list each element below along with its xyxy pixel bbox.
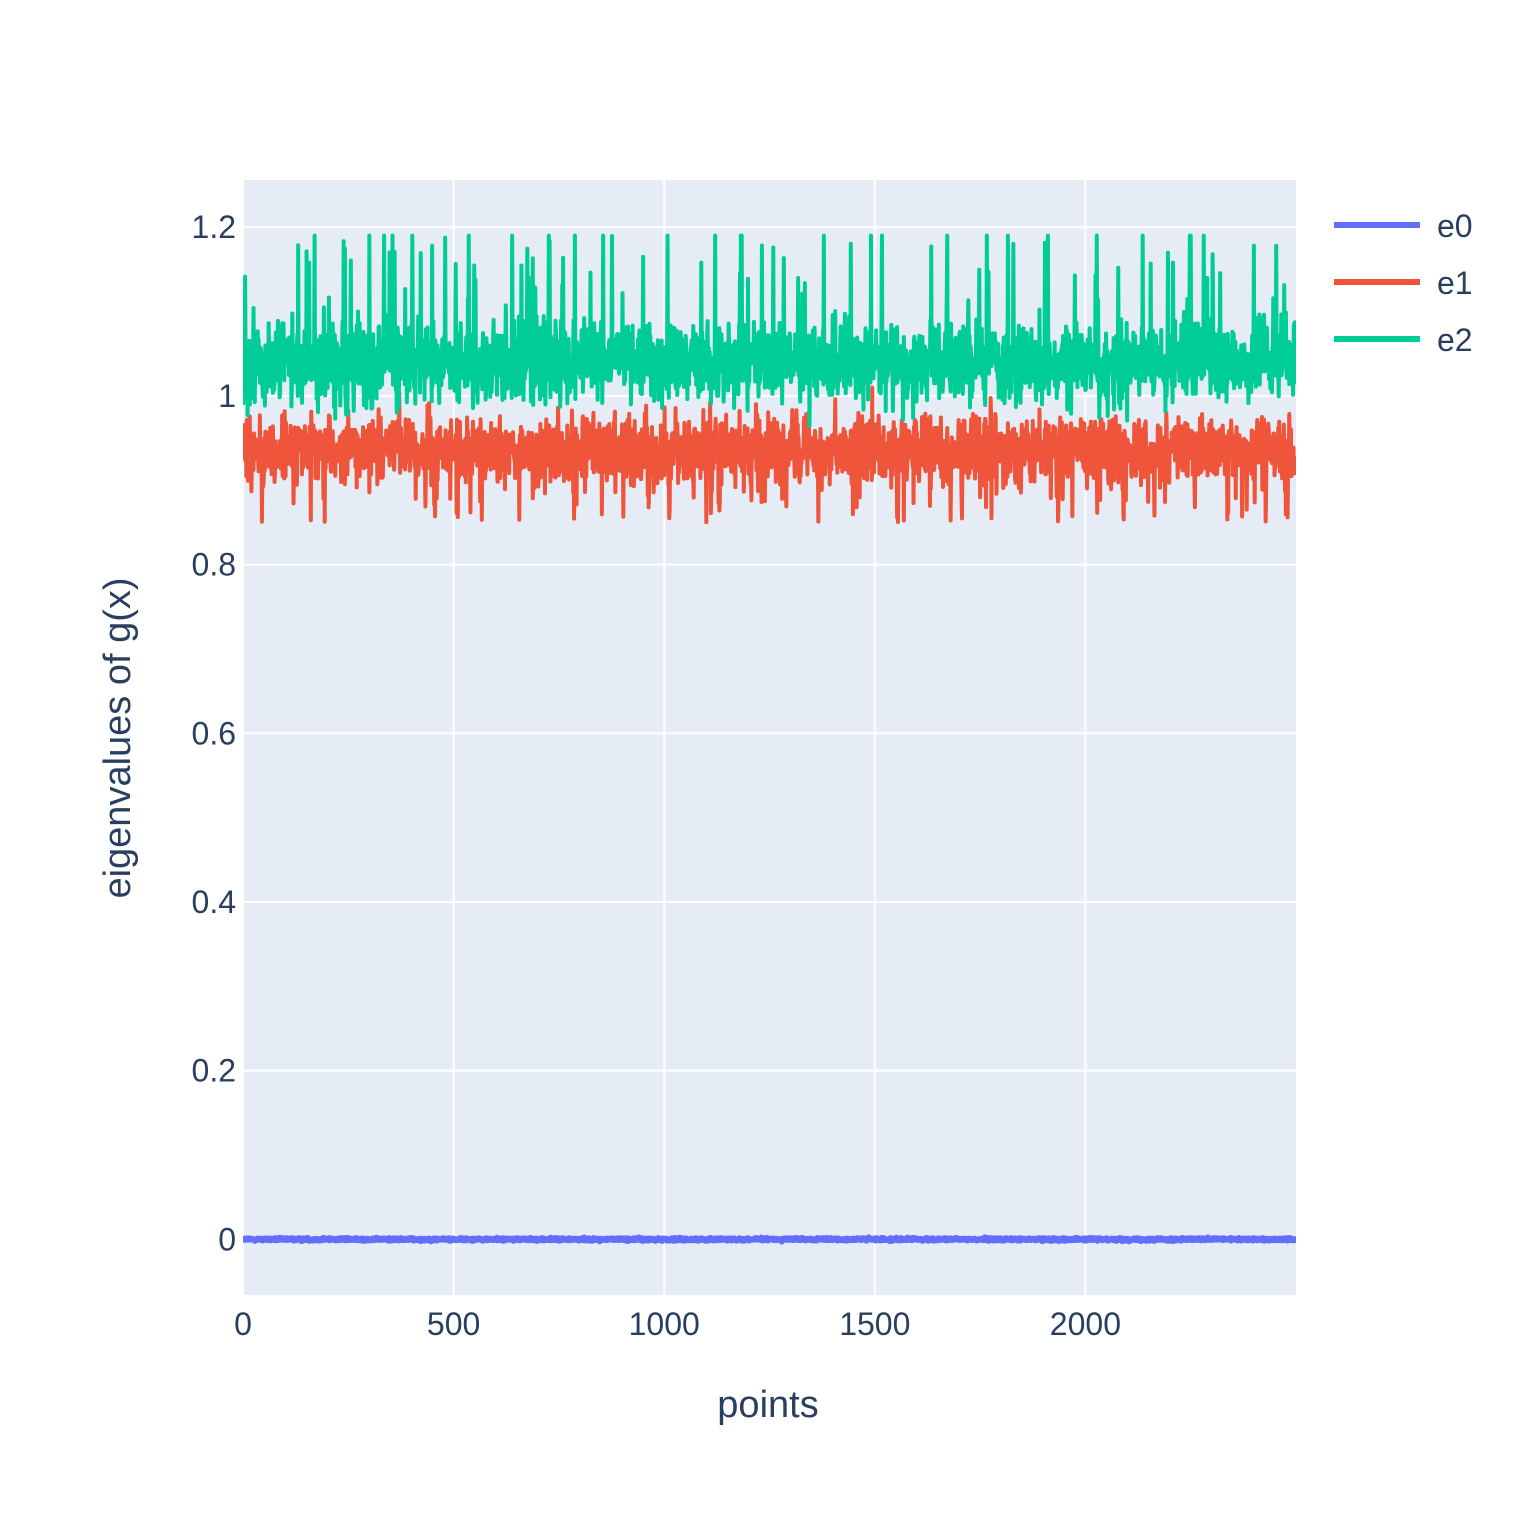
y-tick-label: 0.6 — [192, 715, 236, 751]
y-tick-label: 0.8 — [192, 547, 236, 583]
x-tick-label: 0 — [234, 1306, 252, 1342]
legend[interactable]: e0 e1 e2 — [1334, 208, 1473, 358]
y-tick-labels: 0 0.2 0.4 0.6 0.8 1 1.2 — [192, 209, 236, 1257]
series-line-e2 — [243, 233, 1296, 428]
y-tick-label: 0.2 — [192, 1053, 236, 1089]
series-layer — [243, 233, 1296, 1245]
y-tick-label: 0 — [218, 1221, 236, 1257]
legend-label: e2 — [1437, 322, 1473, 358]
legend-label: e1 — [1437, 265, 1473, 301]
y-axis-title: eigenvalues of g(x) — [97, 577, 139, 898]
legend-item-e0[interactable]: e0 — [1334, 208, 1473, 244]
legend-label: e0 — [1437, 208, 1473, 244]
legend-item-e2[interactable]: e2 — [1334, 322, 1473, 358]
x-axis-title: points — [717, 1384, 818, 1426]
x-tick-labels: 0 500 1000 1500 2000 — [234, 1306, 1121, 1342]
legend-item-e1[interactable]: e1 — [1334, 265, 1473, 301]
series-line-e0 — [243, 1234, 1296, 1245]
x-tick-label: 500 — [427, 1306, 480, 1342]
x-tick-label: 1000 — [629, 1306, 700, 1342]
series-line-e1 — [243, 385, 1296, 525]
y-tick-label: 1.2 — [192, 209, 236, 245]
y-tick-label: 1 — [218, 378, 236, 414]
x-tick-label: 1500 — [839, 1306, 910, 1342]
x-tick-label: 2000 — [1050, 1306, 1121, 1342]
y-tick-label: 0.4 — [192, 884, 236, 920]
